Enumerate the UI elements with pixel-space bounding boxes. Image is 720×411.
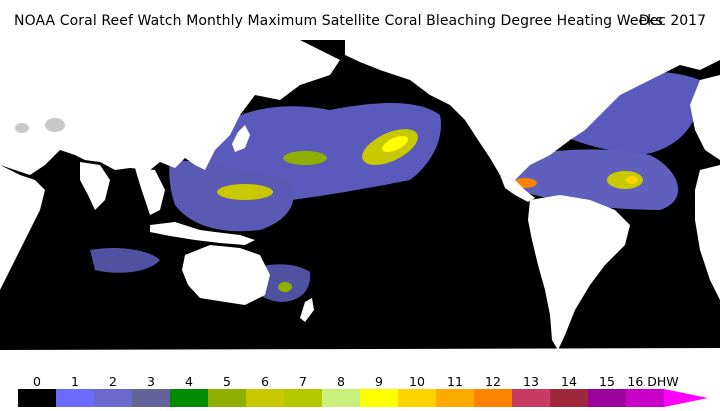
eurasia-landmass [0, 40, 340, 175]
legend-swatch-11 [436, 389, 474, 407]
legend-swatch-4 [170, 389, 208, 407]
atlantic-hotspot-core [626, 176, 638, 184]
title-bar: NOAA Coral Reef Watch Monthly Maximum Sa… [0, 0, 720, 40]
legend-swatch-3 [132, 389, 170, 407]
inland-water-features [15, 118, 65, 133]
map-date: Dec 2017 [638, 13, 706, 29]
south-america-landmass [528, 195, 630, 350]
legend-label-9: 9 [375, 374, 383, 389]
legend-label-5: 5 [223, 374, 231, 389]
legend-label-16: 16 DHW [627, 374, 679, 389]
greenland-landmass [600, 40, 680, 65]
legend-label-12: 12 [485, 374, 501, 389]
legend-colorbar [18, 389, 708, 407]
central-america-landmass [500, 175, 535, 202]
legend-label-8: 8 [337, 374, 345, 389]
legend-swatch-15 [588, 389, 626, 407]
map-canvas [0, 40, 720, 365]
legend-swatch-12 [474, 389, 512, 407]
north-america-landmass [345, 40, 720, 180]
dhw-hotspots [217, 129, 643, 292]
legend-swatch-10 [398, 389, 436, 407]
australia-landmass [182, 245, 270, 305]
legend-swatch-1 [56, 389, 94, 407]
southeast-asia-landmass [135, 168, 165, 215]
caspian-sea [45, 118, 65, 132]
dhw-legend: 0 1 2 3 4 5 6 7 8 9 10 11 12 13 14 15 16 DHW [0, 365, 720, 411]
coral-sea-hotspot [278, 282, 292, 292]
legend-label-7: 7 [299, 374, 307, 389]
indonesia-islands [150, 222, 255, 245]
land-masses [0, 40, 720, 365]
legend-swatch-9 [360, 389, 398, 407]
legend-label-14: 14 [561, 374, 577, 389]
legend-label-11: 11 [447, 374, 463, 389]
legend-label-10: 10 [409, 374, 425, 389]
legend-swatch-7 [284, 389, 322, 407]
japan-landmass [232, 125, 250, 152]
legend-label-4: 4 [185, 374, 193, 389]
legend-swatch-14 [550, 389, 588, 407]
legend-label-15: 15 [599, 374, 615, 389]
legend-swatch-0 [18, 389, 56, 407]
legend-label-2: 2 [109, 374, 117, 389]
legend-label-13: 13 [523, 374, 539, 389]
atlantic-hotspot [607, 171, 643, 189]
north-pacific-hotspot-core [382, 135, 408, 153]
india-landmass [80, 162, 110, 210]
legend-swatch-13 [512, 389, 550, 407]
legend-label-3: 3 [147, 374, 155, 389]
legend-overflow-arrow [664, 389, 708, 407]
africa-landmass-east [695, 165, 720, 300]
legend-label-1: 1 [71, 374, 79, 389]
world-map [0, 40, 720, 365]
west-pacific-hotspot [217, 184, 273, 200]
map-title: NOAA Coral Reef Watch Monthly Maximum Sa… [14, 13, 663, 29]
legend-swatch-2 [94, 389, 132, 407]
caribbean-stress-region [500, 149, 679, 210]
antarctica-landmass [0, 348, 720, 365]
legend-cells [18, 389, 708, 407]
africa-landmass [0, 165, 45, 290]
legend-swatch-16 [626, 389, 664, 407]
legend-swatch-6 [246, 389, 284, 407]
new-zealand-landmass [300, 298, 314, 322]
indian-ocean-stress-region [90, 248, 160, 273]
legend-label-0: 0 [33, 374, 41, 389]
central-pacific-hotspot [283, 151, 327, 165]
europe-landmass-east [690, 75, 720, 160]
aral-sea [15, 123, 29, 133]
legend-swatch-8 [322, 389, 360, 407]
legend-label-6: 6 [261, 374, 269, 389]
legend-swatch-5 [208, 389, 246, 407]
